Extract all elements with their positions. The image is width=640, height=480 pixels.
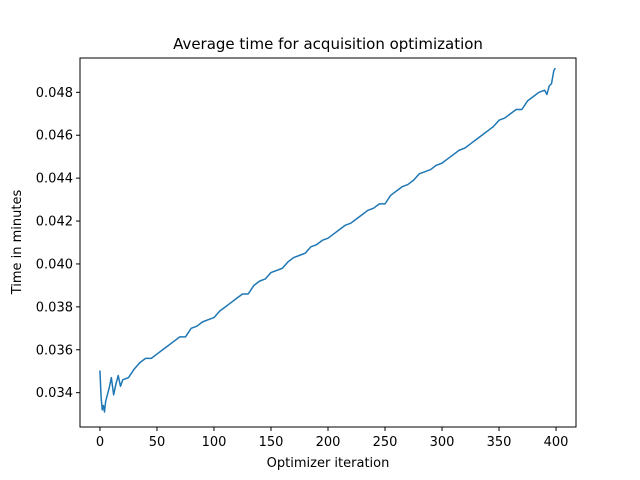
x-tick-label: 250: [373, 435, 398, 450]
x-tick-label: 300: [430, 435, 455, 450]
y-tick-label: 0.046: [36, 129, 73, 144]
x-axis-label: Optimizer iteration: [267, 456, 390, 471]
y-tick-label: 0.040: [36, 257, 73, 272]
x-tick-label: 150: [259, 435, 284, 450]
x-tick-label: 0: [96, 435, 104, 450]
x-tick-label: 100: [202, 435, 227, 450]
x-tick-label: 350: [487, 435, 512, 450]
x-axis: 0 50 100 150 200 250 300 350 400: [96, 427, 569, 450]
chart-title: Average time for acquisition optimizatio…: [173, 35, 483, 53]
y-tick-label: 0.042: [36, 215, 73, 230]
plot-area: [99, 67, 556, 413]
y-tick-label: 0.034: [36, 386, 73, 401]
y-tick-label: 0.044: [36, 172, 73, 187]
x-tick-label: 50: [149, 435, 166, 450]
x-tick-label: 200: [316, 435, 341, 450]
y-tick-label: 0.048: [36, 86, 73, 101]
y-tick-label: 0.036: [36, 343, 73, 358]
x-tick-label: 400: [544, 435, 569, 450]
y-axis: 0.034 0.036 0.038 0.040 0.042 0.044 0.046 0.048: [36, 86, 80, 401]
y-tick-label: 0.038: [36, 300, 73, 315]
y-axis-label: Time in minutes: [10, 190, 25, 296]
series-line-0: [99, 67, 556, 413]
